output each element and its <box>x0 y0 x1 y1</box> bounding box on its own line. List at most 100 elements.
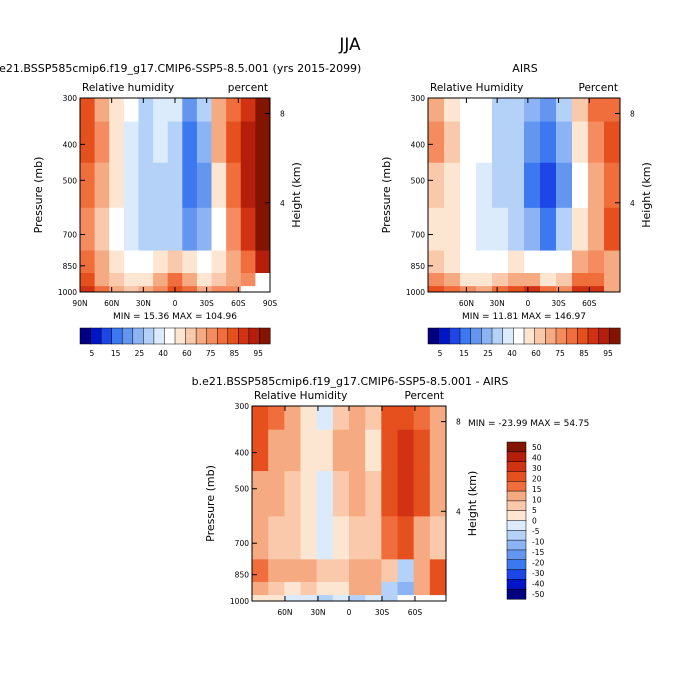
y-axis-label: Pressure (mb) <box>32 157 45 234</box>
heatmap-cell <box>508 162 525 208</box>
colorbar-box <box>459 327 472 345</box>
heatmap-cell <box>492 162 509 208</box>
heatmap-cell <box>182 162 198 208</box>
heatmap-cell <box>492 272 509 287</box>
colorbar-label: 50 <box>532 443 542 452</box>
y2-tick-label: 4 <box>456 507 461 516</box>
y-tick-label: 700 <box>235 539 250 548</box>
heatmap-cell <box>255 285 271 293</box>
heatmap-cell <box>123 272 139 287</box>
heatmap-cell <box>460 250 477 274</box>
x-tick-label: 60N <box>104 299 119 308</box>
stats-label: MIN = 11.81 MAX = 146.97 <box>462 312 586 322</box>
colorbar-label: -20 <box>532 558 544 567</box>
heatmap-cell <box>604 250 621 274</box>
heatmap-cell <box>349 515 366 560</box>
heatmap-cell <box>94 207 110 251</box>
heatmap-cell <box>167 98 183 122</box>
heatmap-cell <box>413 470 431 517</box>
heatmap-cell <box>138 121 154 163</box>
y2-axis-label: Height (km) <box>466 471 479 537</box>
heatmap-cell <box>123 207 139 251</box>
heatmap-cell <box>508 250 525 274</box>
heatmap-cell <box>123 162 139 208</box>
heatmap-cell <box>138 207 154 251</box>
heatmap-cell <box>196 162 212 208</box>
heatmap-cell <box>109 285 125 293</box>
heatmap-cell <box>524 250 541 274</box>
colorbar-box <box>185 327 197 345</box>
heatmap-cell <box>255 98 271 122</box>
heatmap-cell <box>540 121 557 163</box>
x-tick-label: 30N <box>490 299 505 308</box>
colorbar-box <box>506 579 527 590</box>
heatmap-cell <box>444 272 461 287</box>
heatmap-cell <box>365 581 382 596</box>
heatmap-cell <box>211 98 227 122</box>
heatmap-cell <box>300 594 318 602</box>
heatmap-cell <box>588 162 605 208</box>
heatmap-cell <box>572 272 589 287</box>
heatmap-cell <box>226 207 242 251</box>
colorbar-box <box>566 327 578 345</box>
heatmap-cell <box>604 121 621 163</box>
heatmap-cell <box>349 470 366 517</box>
heatmap-cell <box>476 98 493 122</box>
heatmap-cell <box>588 98 605 122</box>
heatmap-cell <box>332 470 350 517</box>
colorbar-box <box>100 327 113 345</box>
heatmap-cell <box>365 470 382 517</box>
heatmap-cell <box>300 406 318 430</box>
colorbar-label: 25 <box>135 349 145 358</box>
heatmap-cell <box>316 515 334 560</box>
heatmap-cell <box>284 515 301 560</box>
heatmap-cell <box>226 121 242 163</box>
heatmap-cell <box>94 272 110 287</box>
colorbar-box <box>609 327 621 345</box>
heatmap-cell <box>413 406 431 430</box>
heatmap-cell <box>397 558 415 582</box>
y-tick-label: 400 <box>411 140 426 149</box>
heatmap-cell <box>604 285 621 293</box>
left-label: Relative Humidity <box>430 82 523 94</box>
colorbar-box <box>132 327 144 345</box>
heatmap-cell <box>167 272 183 287</box>
heatmap-cell <box>240 121 256 163</box>
colorbar-box <box>506 530 527 541</box>
colorbar-box <box>506 481 527 492</box>
colorbar-box <box>153 327 165 345</box>
heatmap-cell <box>167 162 183 208</box>
x-tick-label: 60N <box>277 608 292 617</box>
heatmap-cell <box>540 98 557 122</box>
figure-title: JJA <box>338 35 361 55</box>
colorbar-label: 40 <box>158 349 168 358</box>
colorbar-label: 15 <box>111 349 121 358</box>
heatmap-cell <box>109 121 125 163</box>
panel-title: b.e21.BSSP585cmip6.f19_g17.CMIP6-SSP5-8.… <box>192 375 509 388</box>
right-label: Percent <box>404 390 444 402</box>
colorbar-box <box>506 510 527 522</box>
x-tick-label: 60S <box>408 608 423 617</box>
heatmap-cell <box>211 207 227 251</box>
heatmap-cell <box>300 429 318 472</box>
right-label: Percent <box>578 82 618 94</box>
heatmap-cell <box>123 285 139 293</box>
heatmap-cell <box>429 581 447 596</box>
stats-label: MIN = -23.99 MAX = 54.75 <box>468 419 589 429</box>
heatmap-cell <box>476 272 493 287</box>
heatmap-cell <box>349 558 366 582</box>
heatmap-cell <box>268 515 285 560</box>
heatmap-cell <box>109 272 125 287</box>
heatmap-cell <box>508 121 525 163</box>
heatmap-cell <box>413 558 431 582</box>
heatmap-cell <box>460 162 477 208</box>
heatmap-cell <box>109 250 125 274</box>
heatmap-cell <box>182 250 198 274</box>
y-tick-label: 700 <box>411 231 426 240</box>
colorbar-box <box>506 471 527 482</box>
heatmap-cell <box>349 594 366 602</box>
colorbar-label: 95 <box>603 349 613 358</box>
colorbar-label: -50 <box>532 590 544 599</box>
y-tick-label: 500 <box>63 176 78 185</box>
heatmap-cell <box>332 558 350 582</box>
